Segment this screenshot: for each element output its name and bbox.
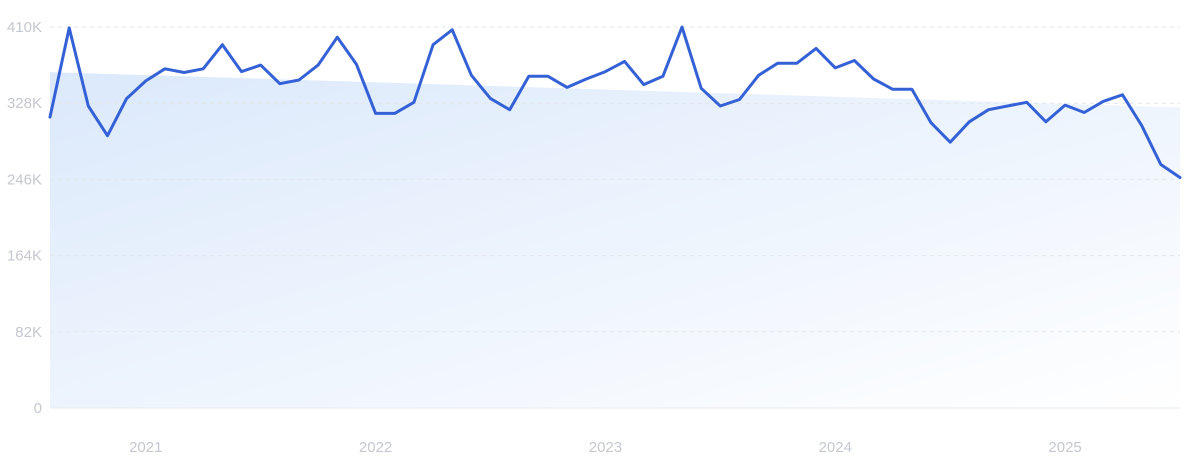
- data-point[interactable]: [831, 64, 839, 72]
- x-tick-label: 2022: [359, 439, 392, 456]
- y-tick-label: 328K: [7, 95, 42, 112]
- data-point[interactable]: [716, 102, 724, 110]
- data-point[interactable]: [1004, 102, 1012, 110]
- data-point[interactable]: [103, 132, 111, 140]
- y-tick-label: 246K: [7, 171, 42, 188]
- data-point[interactable]: [544, 72, 552, 80]
- data-point[interactable]: [908, 85, 916, 93]
- data-point[interactable]: [1042, 118, 1050, 126]
- data-point[interactable]: [697, 84, 705, 92]
- data-point[interactable]: [601, 68, 609, 76]
- data-point[interactable]: [257, 61, 265, 69]
- data-point[interactable]: [1157, 161, 1165, 169]
- data-point[interactable]: [1138, 122, 1146, 130]
- data-point[interactable]: [295, 76, 303, 84]
- x-tick-label: 2024: [819, 439, 852, 456]
- data-point[interactable]: [946, 138, 954, 146]
- data-point[interactable]: [984, 106, 992, 114]
- data-point[interactable]: [238, 68, 246, 76]
- data-point[interactable]: [1080, 108, 1088, 116]
- data-point[interactable]: [333, 33, 341, 41]
- x-tick-label: 2025: [1048, 439, 1081, 456]
- data-point[interactable]: [1099, 97, 1107, 105]
- data-point[interactable]: [640, 81, 648, 89]
- data-point[interactable]: [870, 75, 878, 83]
- data-point[interactable]: [1061, 101, 1069, 109]
- data-point[interactable]: [582, 75, 590, 83]
- x-tick-label: 2021: [129, 439, 162, 456]
- data-point[interactable]: [1176, 174, 1184, 182]
- y-tick-label: 0: [34, 400, 42, 417]
- data-point[interactable]: [123, 95, 131, 103]
- data-point[interactable]: [180, 69, 188, 77]
- data-point[interactable]: [467, 71, 475, 79]
- y-tick-label: 164K: [7, 248, 42, 265]
- x-tick-label: 2023: [589, 439, 622, 456]
- data-point[interactable]: [410, 98, 418, 106]
- series-line: [48, 25, 1182, 179]
- data-point[interactable]: [793, 59, 801, 67]
- data-point[interactable]: [84, 102, 92, 110]
- data-point[interactable]: [391, 109, 399, 117]
- data-point[interactable]: [314, 61, 322, 69]
- data-point[interactable]: [1119, 91, 1127, 99]
- y-tick-label: 82K: [15, 324, 42, 341]
- data-point[interactable]: [755, 71, 763, 79]
- data-point[interactable]: [352, 60, 360, 68]
- data-point[interactable]: [659, 72, 667, 80]
- data-point[interactable]: [1023, 98, 1031, 106]
- data-point[interactable]: [774, 59, 782, 67]
- data-point[interactable]: [487, 95, 495, 103]
- data-point[interactable]: [218, 41, 226, 49]
- data-point[interactable]: [678, 23, 686, 31]
- data-point[interactable]: [199, 65, 207, 73]
- data-point[interactable]: [276, 80, 284, 88]
- data-point[interactable]: [65, 24, 73, 32]
- data-point[interactable]: [812, 44, 820, 52]
- data-point[interactable]: [927, 119, 935, 127]
- data-point[interactable]: [506, 106, 514, 114]
- data-point[interactable]: [889, 85, 897, 93]
- data-point[interactable]: [142, 77, 150, 85]
- data-point[interactable]: [965, 118, 973, 126]
- data-point[interactable]: [563, 83, 571, 91]
- data-point[interactable]: [372, 109, 380, 117]
- data-point[interactable]: [735, 95, 743, 103]
- y-tick-label: 410K: [7, 19, 42, 36]
- data-point[interactable]: [850, 56, 858, 64]
- data-point[interactable]: [525, 72, 533, 80]
- area-fill: [50, 72, 1180, 408]
- data-point[interactable]: [429, 41, 437, 49]
- data-point[interactable]: [46, 113, 54, 121]
- data-point[interactable]: [448, 26, 456, 34]
- data-point[interactable]: [161, 65, 169, 73]
- data-point[interactable]: [621, 57, 629, 65]
